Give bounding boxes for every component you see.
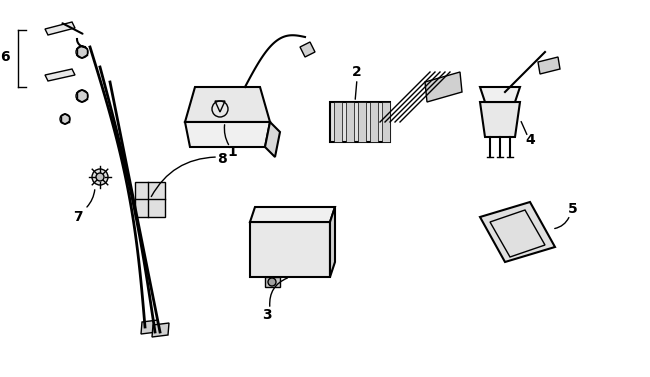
Polygon shape: [358, 102, 366, 142]
Circle shape: [92, 169, 108, 185]
Text: 3: 3: [262, 308, 272, 322]
Text: 7: 7: [73, 210, 83, 224]
Polygon shape: [265, 277, 280, 287]
Polygon shape: [346, 102, 354, 142]
Circle shape: [60, 114, 70, 124]
Polygon shape: [45, 69, 75, 81]
Polygon shape: [330, 102, 390, 142]
Polygon shape: [152, 323, 169, 337]
Polygon shape: [135, 182, 165, 217]
Polygon shape: [382, 102, 390, 142]
Text: 4: 4: [525, 133, 535, 147]
Polygon shape: [480, 202, 555, 262]
Polygon shape: [370, 102, 378, 142]
Polygon shape: [480, 102, 520, 137]
Polygon shape: [185, 87, 270, 122]
Polygon shape: [185, 122, 270, 147]
Polygon shape: [300, 42, 315, 57]
Text: 2: 2: [352, 65, 362, 79]
Polygon shape: [45, 22, 75, 35]
Text: 8: 8: [217, 152, 227, 166]
Text: 5: 5: [568, 202, 578, 216]
Polygon shape: [250, 222, 330, 277]
Polygon shape: [265, 122, 280, 157]
Circle shape: [268, 278, 276, 286]
Text: 1: 1: [227, 145, 237, 159]
Polygon shape: [330, 207, 335, 277]
Polygon shape: [538, 57, 560, 74]
Polygon shape: [334, 102, 342, 142]
Polygon shape: [480, 87, 520, 102]
Circle shape: [76, 90, 88, 102]
Text: 6: 6: [0, 50, 10, 64]
Circle shape: [76, 46, 88, 58]
Polygon shape: [425, 72, 462, 102]
Polygon shape: [141, 320, 158, 334]
Polygon shape: [250, 207, 335, 222]
Circle shape: [96, 173, 104, 181]
